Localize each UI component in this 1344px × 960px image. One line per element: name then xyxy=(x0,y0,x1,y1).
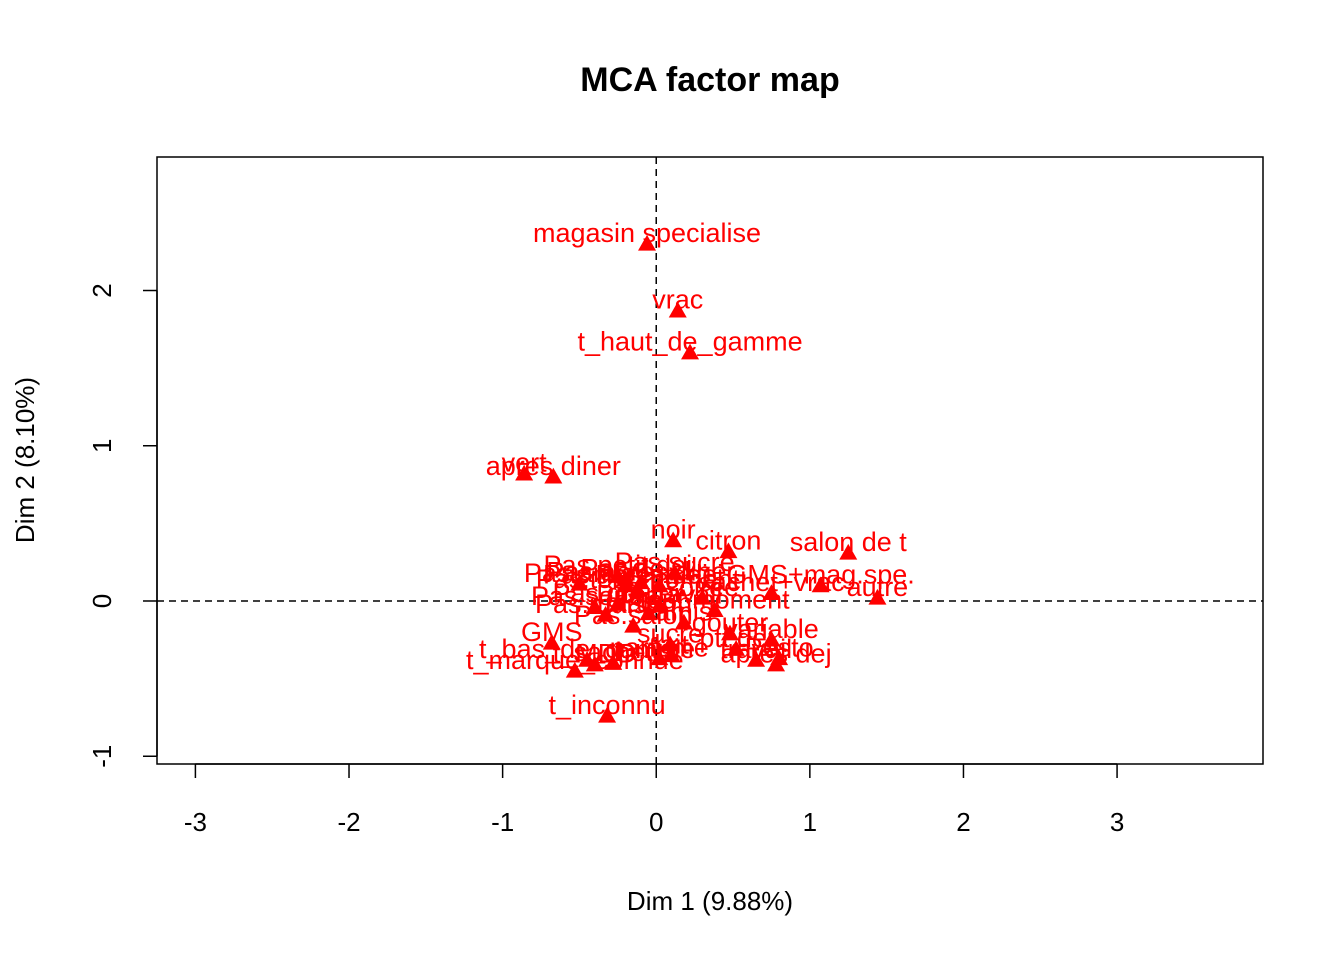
x-tick-label: 3 xyxy=(1110,807,1124,837)
plot-frame xyxy=(156,156,1264,765)
chart-title: MCA factor map xyxy=(580,61,839,99)
point-label: Pas.salon xyxy=(574,600,693,630)
point-marker xyxy=(747,650,766,667)
point-marker xyxy=(585,598,604,614)
point-marker xyxy=(608,595,627,611)
point-label: maison xyxy=(605,587,692,617)
point-label: Pas.dej xyxy=(580,553,670,583)
point-marker xyxy=(720,624,739,641)
point-label: Pas.soiree xyxy=(531,581,659,611)
point-label: gouter xyxy=(692,608,769,638)
point-marker xyxy=(542,633,561,650)
point-label: tout moment xyxy=(640,584,791,614)
point-label: t_haut_de_gamme xyxy=(577,327,802,357)
point-marker xyxy=(628,581,647,597)
point-label: Pas.apres.diner xyxy=(546,556,735,586)
point-marker xyxy=(650,576,669,593)
y-tick-label: 1 xyxy=(87,439,117,453)
x-tick-label: -3 xyxy=(184,807,207,837)
point-label: amis xyxy=(655,597,712,627)
point-marker xyxy=(839,543,858,560)
point-label: GMS+mag.spe. xyxy=(726,559,914,589)
point-label: lait xyxy=(654,629,689,659)
x-tick-label: 1 xyxy=(803,807,817,837)
point-label: salon de t xyxy=(790,527,908,557)
point-label: GMS xyxy=(521,617,583,647)
point-label: ptt dej xyxy=(699,623,773,653)
point-marker xyxy=(661,635,680,652)
point-label: Pas.apres.dej xyxy=(543,559,708,589)
point-label: sachet xyxy=(573,637,653,667)
point-marker xyxy=(662,646,681,663)
point-labels-layer: magasin specialise vrac t_haut_de_gammever… xyxy=(466,218,915,720)
point-label: Pas.travail xyxy=(596,580,722,610)
point-label: soiree xyxy=(666,572,740,602)
point-label: Pesto xyxy=(745,632,814,662)
point-marker xyxy=(668,301,687,318)
y-tick-label: 0 xyxy=(87,594,117,608)
point-marker xyxy=(719,542,738,559)
point-label: Pas.petit.dej xyxy=(544,550,693,580)
point-label: citron xyxy=(695,525,761,555)
point-label: Pas.sucre xyxy=(615,547,735,577)
y-tick-label: -1 xyxy=(87,745,117,768)
point-marker xyxy=(570,574,589,591)
point-label: sucre xyxy=(637,618,703,648)
point-label: noir xyxy=(651,514,696,544)
point-marker xyxy=(762,584,781,600)
point-marker xyxy=(624,616,643,633)
point-marker xyxy=(664,531,683,548)
point-label: vert xyxy=(502,448,548,478)
point-label: t_MDD xyxy=(553,639,637,669)
point-label: travail xyxy=(720,634,792,664)
point-marker xyxy=(565,661,584,678)
point-marker xyxy=(515,464,534,481)
point-marker xyxy=(868,588,887,605)
point-label: Pas.tout.moment xyxy=(536,564,741,594)
point-marker xyxy=(674,613,693,630)
x-tick-label: 0 xyxy=(649,807,663,837)
point-label: Pas.amis xyxy=(524,558,635,588)
x-tick-label: -1 xyxy=(491,807,514,837)
point-label: variable xyxy=(724,614,819,644)
point-marker xyxy=(762,630,781,647)
point-label: autre xyxy=(847,572,909,602)
point-marker xyxy=(770,649,789,666)
point-label: Pas.gouter xyxy=(553,578,684,608)
point-label: Pas.ptt.dej xyxy=(596,559,724,589)
point-marker xyxy=(681,343,700,360)
point-marker xyxy=(693,588,712,605)
point-marker xyxy=(665,564,684,580)
point-label: t_bas_de_gamme xyxy=(479,634,695,664)
point-label: Pas.maison xyxy=(535,589,676,619)
point-marker xyxy=(585,655,604,672)
point-marker xyxy=(650,596,669,613)
point-marker xyxy=(811,576,830,593)
point-marker xyxy=(616,576,635,593)
point-label: magasin specialise xyxy=(533,218,761,248)
point-marker xyxy=(598,706,617,723)
point-label: parfume xyxy=(610,632,709,662)
point-label: vrac xyxy=(652,285,703,315)
point-label: sachet+vrac xyxy=(698,567,844,597)
point-marker xyxy=(596,605,615,622)
x-tick-label: -2 xyxy=(337,807,360,837)
point-marker xyxy=(705,601,724,618)
plot-area: -3 -2 -1 0 1 2 3 -1 0 1 2 magasin specialise vrac t_h… xyxy=(87,156,1264,837)
x-axis-label: Dim 1 (9.88%) xyxy=(627,886,793,916)
y-tick-label: 2 xyxy=(87,283,117,297)
y-axis-label: Dim 2 (8.10%) xyxy=(10,377,40,543)
point-label: apres dej xyxy=(721,639,832,669)
points-layer xyxy=(515,234,887,723)
point-label: t_inconnu xyxy=(549,690,666,720)
point-marker xyxy=(639,604,658,621)
point-marker xyxy=(638,234,657,251)
point-label: apres diner xyxy=(486,451,621,481)
point-marker xyxy=(727,640,746,656)
point-label: t_marque_connue xyxy=(466,645,684,675)
x-tick-label: 2 xyxy=(956,807,970,837)
point-marker xyxy=(604,654,623,670)
point-marker xyxy=(544,467,563,484)
